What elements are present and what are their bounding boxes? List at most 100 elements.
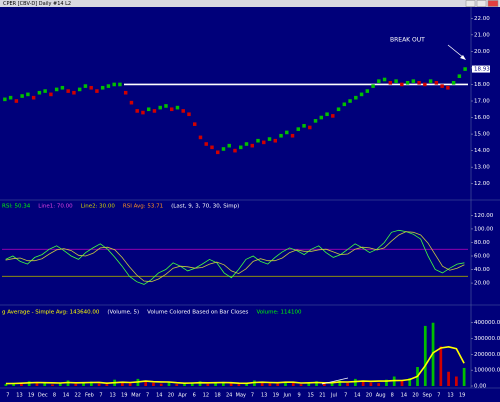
volume-bar bbox=[423, 325, 427, 386]
x-tick-label: 13 bbox=[16, 393, 22, 399]
x-tick-label: 22 bbox=[75, 393, 81, 399]
price-bar bbox=[359, 92, 364, 97]
y-tick-label: 21.00 bbox=[474, 32, 490, 38]
volume-bar bbox=[12, 382, 16, 386]
x-tick-label: 14 bbox=[63, 393, 69, 399]
volume-bar bbox=[369, 382, 373, 386]
y-tick-label: 13.00 bbox=[474, 165, 490, 171]
price-bar bbox=[164, 104, 168, 108]
price-bar bbox=[405, 81, 410, 85]
x-tick-label: Dec bbox=[38, 393, 48, 399]
y-tick-label: 17.00 bbox=[474, 99, 490, 105]
price-bar bbox=[158, 105, 162, 110]
x-tick-label: 15 bbox=[308, 393, 314, 399]
volume-bar bbox=[299, 384, 303, 386]
price-bar bbox=[348, 99, 352, 103]
volume-bar bbox=[128, 383, 132, 386]
volume-average bbox=[5, 345, 465, 385]
panel-header: g Average - Simple Avg: 143640.00 bbox=[2, 310, 100, 316]
volume-bar bbox=[237, 384, 241, 386]
panel-header: Line1: 70.00 bbox=[38, 204, 73, 210]
y-tick-label: 100.00 bbox=[474, 226, 494, 232]
price-bar bbox=[388, 81, 393, 85]
price-bar bbox=[169, 107, 174, 112]
panel-header: Volume: 114100 bbox=[256, 310, 302, 316]
price-bar bbox=[377, 79, 381, 83]
price-bar bbox=[14, 99, 19, 103]
volume-bar bbox=[330, 382, 334, 386]
x-tick-label: Apr bbox=[178, 393, 188, 399]
window-title: CPER [CBV-D] Daily #14 L2 bbox=[3, 1, 71, 7]
volume-bar bbox=[175, 384, 179, 386]
price-bar bbox=[43, 89, 47, 93]
price-bar bbox=[233, 148, 237, 153]
price-bar bbox=[285, 130, 289, 135]
volume-bar bbox=[454, 376, 458, 386]
y-tick-label: 100000.00 bbox=[474, 368, 500, 374]
volume-bar bbox=[245, 382, 249, 386]
price-bar bbox=[89, 85, 93, 90]
volume-bar bbox=[51, 384, 54, 386]
x-tick-label: May bbox=[236, 393, 246, 399]
price-bar bbox=[49, 92, 53, 97]
price-bar bbox=[221, 147, 226, 151]
price-bar bbox=[256, 138, 260, 143]
panel-header: RSI: 50.34 bbox=[2, 204, 31, 210]
x-tick-label: 12 bbox=[203, 393, 209, 399]
price-bar bbox=[8, 95, 13, 100]
x-tick-label: 21 bbox=[319, 393, 325, 399]
volume-bar bbox=[35, 383, 39, 386]
volume-bar bbox=[354, 378, 357, 386]
last-price-box bbox=[472, 65, 490, 73]
minimize-button[interactable] bbox=[465, 0, 476, 7]
price-bar bbox=[129, 100, 134, 105]
price-bar bbox=[112, 82, 116, 87]
volume-bar bbox=[58, 382, 62, 386]
price-bar bbox=[118, 82, 122, 87]
x-tick-label: Aug bbox=[376, 393, 386, 399]
maximize-button[interactable] bbox=[476, 0, 487, 7]
price-bar bbox=[365, 89, 370, 93]
price-bar bbox=[60, 85, 65, 90]
x-tick-label: 7 bbox=[6, 393, 9, 399]
x-tick-label: 19 bbox=[273, 393, 279, 399]
x-tick-label: 7 bbox=[99, 393, 102, 399]
price-bar bbox=[440, 84, 444, 88]
price-bar bbox=[463, 67, 467, 71]
price-bar bbox=[26, 92, 30, 97]
volume-bar bbox=[152, 382, 155, 386]
x-tick-label: Jun bbox=[283, 393, 292, 399]
price-bar bbox=[37, 90, 42, 95]
price-bar bbox=[423, 82, 427, 87]
x-tick-label: Mar bbox=[131, 393, 141, 399]
volume-bar bbox=[338, 380, 342, 386]
volume-bar bbox=[385, 379, 388, 386]
volume-bar bbox=[183, 383, 186, 386]
price-bar bbox=[100, 85, 105, 90]
volume-bar bbox=[229, 383, 233, 386]
close-button[interactable] bbox=[487, 0, 499, 7]
price-bar bbox=[239, 145, 243, 150]
volume-bar bbox=[27, 381, 31, 386]
price-bar bbox=[123, 90, 128, 95]
price-bar bbox=[72, 90, 76, 95]
volume-bar bbox=[322, 383, 326, 386]
price-bar bbox=[382, 77, 387, 82]
volume-bar bbox=[268, 383, 272, 386]
price-bar bbox=[146, 107, 151, 112]
panel-header: (Last, 9, 3, 70, 30, Simp) bbox=[171, 204, 239, 210]
volume-bar bbox=[377, 383, 381, 386]
price-bar bbox=[262, 140, 266, 145]
volume-bar bbox=[105, 384, 109, 386]
volume-bar bbox=[97, 383, 101, 386]
volume-bar bbox=[89, 381, 93, 386]
price-bar bbox=[371, 84, 375, 88]
price-bar bbox=[342, 102, 347, 107]
price-bar bbox=[244, 142, 249, 146]
price-bar bbox=[54, 87, 59, 92]
x-tick-label: 7 bbox=[344, 393, 347, 399]
x-tick-label: 14 bbox=[354, 393, 360, 399]
x-tick-label: 6 bbox=[193, 393, 196, 399]
